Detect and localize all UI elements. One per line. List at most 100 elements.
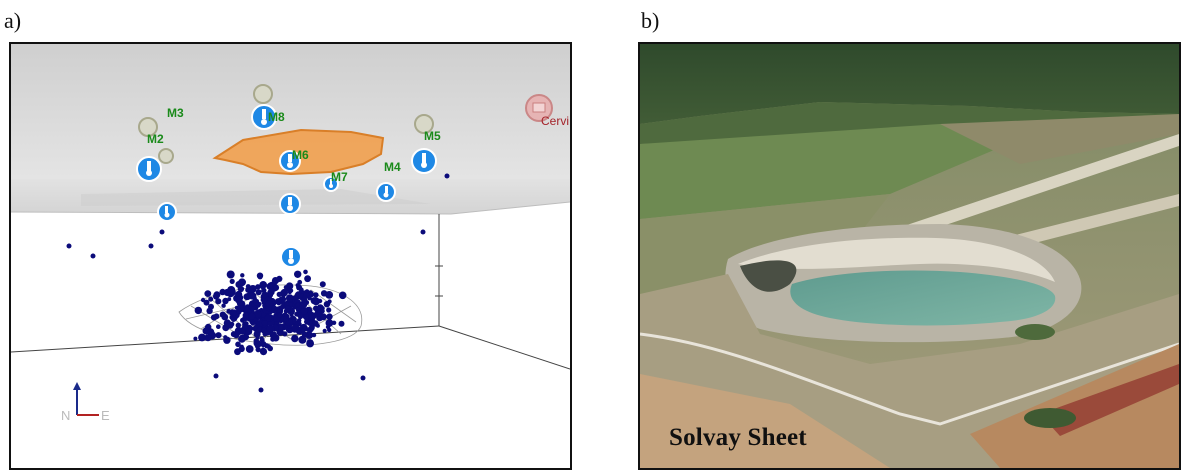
seismic-event [257, 274, 263, 280]
seismic-event [264, 314, 272, 322]
seismic-event [208, 303, 214, 310]
seismic-event [313, 292, 319, 298]
seismic-event [215, 332, 222, 339]
seismic-event [215, 298, 222, 305]
seismic-event [288, 295, 293, 300]
seismic-event [216, 324, 221, 330]
east-axis-label: E [101, 408, 110, 423]
seismic-event [253, 310, 262, 318]
cavity-outline [212, 128, 385, 176]
seismic-event [310, 297, 318, 305]
seismic-event [234, 348, 241, 356]
seismic-event [213, 313, 220, 320]
seismic-event [159, 229, 165, 235]
seismic-event [280, 288, 288, 297]
seismic-event [298, 287, 304, 293]
seismic-event [307, 326, 314, 333]
seismic-event [300, 337, 306, 343]
seismic-event [282, 331, 288, 337]
seismic-event [229, 278, 235, 284]
seismic-event [276, 301, 281, 306]
seismic-event [317, 298, 323, 304]
seismic-event [276, 275, 283, 282]
seismic-event [304, 275, 311, 283]
seismic-event [282, 297, 287, 302]
seismic-3d-view: Cervi M2 M3 M8 [9, 42, 572, 470]
seismic-event [242, 312, 249, 319]
seismic-event [254, 343, 260, 349]
seismic-event [235, 290, 243, 299]
seismic-event [227, 297, 232, 302]
north-axis-label: N [61, 408, 70, 423]
seismic-event [212, 293, 220, 300]
seismic-event [245, 328, 253, 335]
seismic-event [234, 296, 242, 304]
aerial-photo-canvas [640, 44, 1179, 468]
seismic-event [90, 253, 96, 259]
photo-caption: Solvay Sheet [669, 424, 807, 451]
seismic-event [283, 285, 289, 290]
seismic-event [276, 291, 282, 297]
seismic-event [265, 300, 273, 308]
seismic-event [224, 290, 229, 295]
seismic-event [279, 305, 285, 311]
seismic-event [325, 319, 334, 327]
seismic-event [237, 285, 245, 293]
seismic-event [303, 292, 310, 299]
seismic-event [202, 327, 210, 335]
seismic-event [295, 302, 301, 308]
service-road [850, 134, 1179, 254]
seismic-event [444, 173, 450, 179]
seismic-event [272, 284, 280, 291]
seismic-event [294, 311, 299, 317]
seismic-event [250, 321, 256, 326]
panel-b-label: b) [641, 8, 660, 33]
seismic-event [231, 317, 237, 322]
seismic-event [245, 345, 254, 353]
seismic-event [226, 270, 235, 279]
seismic-event [283, 316, 289, 322]
station-label-m5: M5 [424, 129, 441, 143]
seismic-event [222, 297, 229, 305]
station-label-m6: M6 [292, 148, 309, 162]
seismic-event [261, 320, 268, 327]
seismic-event [260, 297, 265, 303]
perimeter-road [640, 332, 1179, 426]
seismic-event [194, 306, 202, 315]
seismic-event [327, 327, 332, 333]
seismic-event [223, 336, 231, 344]
seismic-event [208, 296, 214, 302]
seismic-event [248, 285, 257, 293]
seismic-event [253, 338, 259, 344]
seismic-event [297, 313, 304, 320]
seismic-event [303, 314, 309, 320]
seismic-event [360, 375, 366, 381]
seismic-event [219, 311, 226, 318]
seismic-event [326, 313, 333, 320]
seismic-event [300, 307, 308, 315]
green-field [640, 124, 1020, 219]
seismic-event [245, 287, 251, 293]
seismic-event [252, 297, 258, 303]
seismic-event [239, 344, 244, 349]
site-label: Cervi [541, 114, 569, 128]
seismic-event [228, 288, 236, 297]
station-label-m7: M7 [331, 170, 348, 184]
seismic-event [266, 283, 273, 290]
station-label-m8: M8 [268, 110, 285, 124]
seismic-event [303, 269, 308, 275]
station-label-m4: M4 [384, 160, 401, 174]
seismic-event [338, 291, 347, 300]
station-label-m2: M2 [147, 132, 164, 146]
seismic-event [297, 279, 303, 285]
seismic-event [319, 281, 326, 288]
seismic-event [193, 336, 198, 341]
seismic-event [242, 324, 248, 330]
seismic-event [322, 328, 327, 333]
seismic-event [291, 324, 299, 331]
seismic-events [66, 173, 450, 393]
seismic-event [238, 335, 246, 343]
forest [640, 44, 1179, 124]
seismic-event [284, 305, 291, 312]
seismic-event [277, 312, 283, 318]
